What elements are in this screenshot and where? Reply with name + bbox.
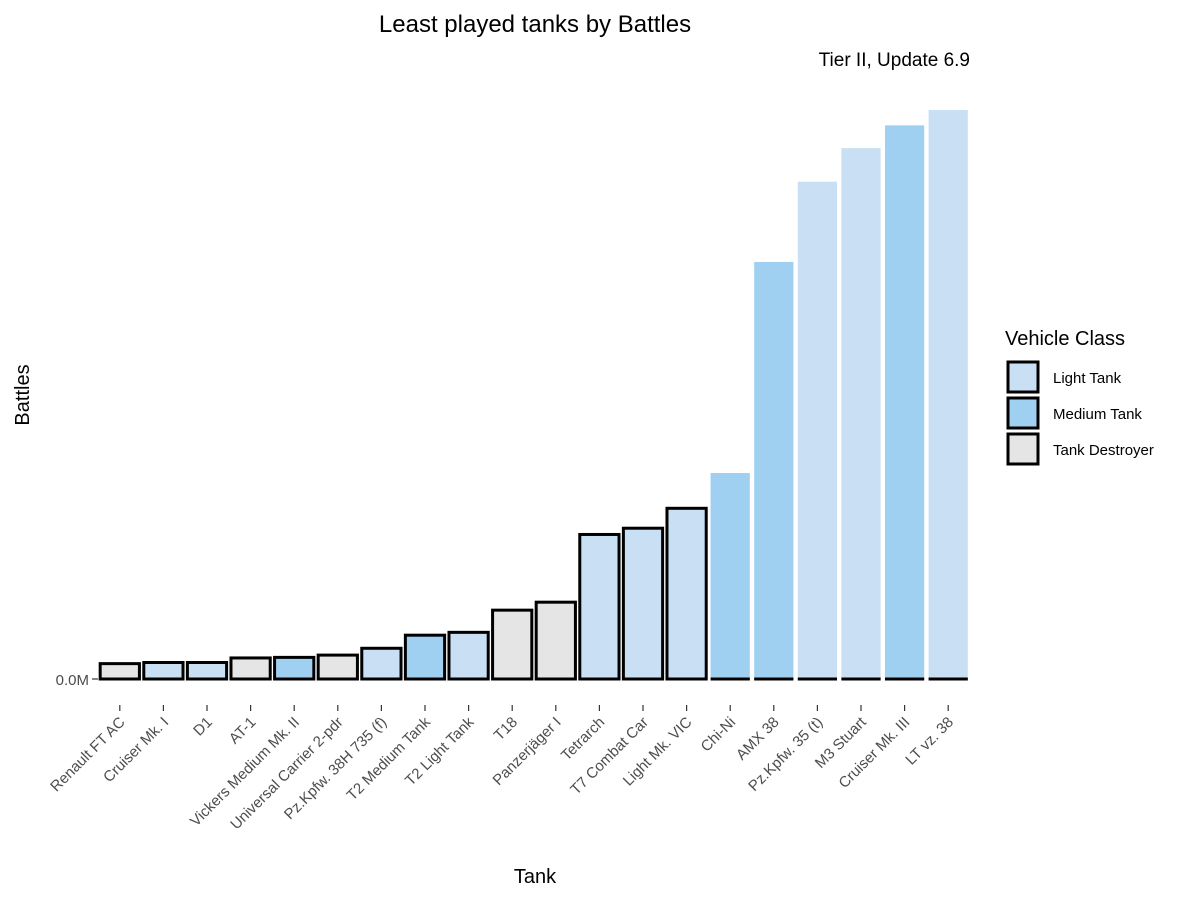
y-axis-tick-label: 0.0M xyxy=(56,672,89,689)
x-axis-tick-label: D1 xyxy=(190,714,216,740)
legend-key-medium-tank xyxy=(1006,396,1040,430)
x-axis-title: Tank xyxy=(514,866,557,888)
bar-amx-38 xyxy=(754,261,794,679)
bar-lt-vz-38 xyxy=(928,110,968,679)
bars-layer xyxy=(98,110,968,681)
chart-title: Least played tanks by Battles xyxy=(379,11,691,38)
legend-key-light-tank xyxy=(1006,360,1040,394)
bar-cruiser-mk-iii xyxy=(884,125,925,680)
bar-cruiser-mk-i xyxy=(142,660,185,681)
bar-d1 xyxy=(185,660,229,681)
bar-t2-light-tank xyxy=(447,630,490,681)
legend: Vehicle Class Light Tank Medium Tank Tank … xyxy=(1005,328,1154,466)
bar-m3-stuart xyxy=(841,148,881,680)
chart-subtitle: Tier II, Update 6.9 xyxy=(819,50,970,71)
legend-label-tank-destroyer: Tank Destroyer xyxy=(1053,442,1154,459)
bar-pz-kpfw-35-t xyxy=(797,181,838,679)
bar-light-mk-vic xyxy=(665,506,708,681)
bar-t18 xyxy=(491,608,534,681)
x-axis-tick-label: LT vz. 38 xyxy=(902,714,957,769)
bar-t2-medium-tank xyxy=(403,633,447,681)
x-axis-tick-label: Renault FT AC xyxy=(47,714,129,796)
bar-universal-carrier-2-pdr xyxy=(316,653,359,681)
legend-key-tank-destroyer xyxy=(1006,432,1040,466)
x-axis-tick-label: Chi-Ni xyxy=(698,714,739,755)
bar-at-1 xyxy=(229,656,272,681)
y-axis-title: Battles xyxy=(12,364,34,425)
bar-pz-kpfw-38h-735-f xyxy=(360,646,403,681)
bar-tetrarch xyxy=(578,532,621,681)
x-axis-tick-label: AT-1 xyxy=(226,714,260,748)
legend-label-medium-tank: Medium Tank xyxy=(1053,406,1142,423)
legend-label-light-tank: Light Tank xyxy=(1053,370,1122,387)
bar-panzerj-ger-i xyxy=(534,600,577,681)
x-axis-tick-label: T18 xyxy=(491,714,521,744)
bar-vickers-medium-mk-ii xyxy=(273,655,316,681)
x-axis-tick-label: T7 Combat Car xyxy=(567,714,652,799)
bar-t7-combat-car xyxy=(621,526,665,681)
bar-chi-ni xyxy=(710,473,750,679)
legend-title: Vehicle Class xyxy=(1005,328,1125,350)
legend-items: Light Tank Medium Tank Tank Destroyer xyxy=(1006,360,1154,466)
bar-renault-ft-ac xyxy=(98,662,141,681)
